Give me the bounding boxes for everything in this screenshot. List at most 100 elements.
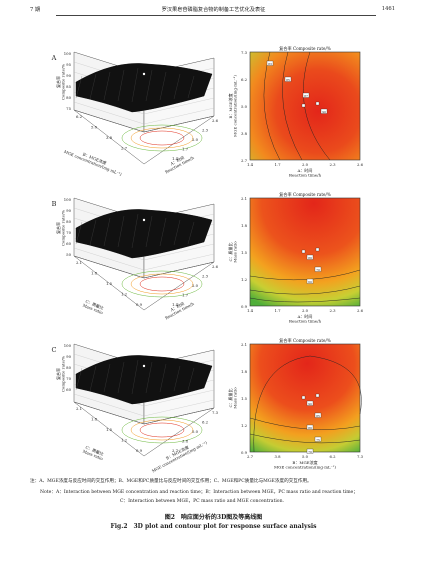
floor-contour	[121, 124, 203, 152]
surface-x-label: B：MGE浓度MGE concentration/(mg·mL⁻¹)	[148, 435, 208, 474]
contour-y-tick: 1.5	[241, 396, 248, 401]
contour-x-label: A：时间 Reaction time/h	[289, 167, 322, 178]
surface-z-tick: 95	[66, 62, 71, 67]
contour-line	[282, 51, 303, 161]
contour-y-tick: 1.2	[241, 277, 248, 282]
wall-grid	[143, 389, 215, 407]
surface-x-tick: 3.8	[182, 439, 189, 444]
contour-x-tick: 1.4	[247, 162, 254, 167]
surface-x-tick: 2.0	[192, 283, 199, 288]
surface-mesh-line	[117, 361, 125, 394]
contour-line	[253, 355, 362, 453]
surface-x-tick: 1.4	[172, 302, 179, 307]
surface-mesh-line	[145, 361, 153, 394]
contour-x-tick: 3.8	[274, 454, 281, 459]
note-zh: 注：A、MGE浓度与反应时间的交互作用；B、MGE和PC质量比与反应时间的交互作…	[30, 479, 312, 484]
contour-y-tick: 6.2	[241, 77, 248, 82]
surface-mesh-line	[131, 213, 139, 249]
surface-mesh-line	[173, 219, 181, 246]
surface-mesh-line	[187, 367, 195, 391]
figure-caption-zh: 图2 响应面分析的3D图及等高线图	[164, 514, 263, 521]
page-number: 1461	[381, 6, 395, 12]
surface-mesh-line	[89, 73, 97, 100]
contour-y-tick: 1.5	[241, 250, 248, 255]
surface-y-tick: 1.8	[91, 417, 98, 422]
contour-title: 复合率 Composite rate/%	[279, 191, 331, 198]
surface-y-label: C：质量比Mass ratio	[82, 297, 106, 315]
contour-level-box	[320, 108, 328, 114]
note-en-2: C：Interaction between MGE，PC mass ratio …	[120, 499, 284, 504]
response-surface	[75, 209, 213, 259]
surface-x-label: A：时间Reaction time/h	[161, 296, 195, 321]
surface-z-tick: 90	[66, 354, 71, 359]
surface-point	[142, 72, 146, 76]
contour-line	[303, 51, 331, 161]
surface-x-tick: 1.7	[182, 293, 189, 298]
response-surface	[75, 63, 213, 113]
surface-z-tick: 80	[66, 219, 71, 224]
design-point	[301, 103, 306, 108]
response-surface	[75, 355, 213, 405]
surface-x-tick: 2.6	[212, 118, 219, 123]
floor-contour	[139, 422, 185, 438]
contour-x-label: B：MGE浓度 MGE concentration/(mg·mL⁻¹)	[274, 459, 336, 470]
surface-z-tick: 50	[66, 252, 71, 257]
contour-title: 复合率 Composite rate/%	[279, 45, 331, 52]
design-point	[315, 393, 320, 398]
surface-mesh-line	[89, 365, 97, 392]
panel-letter-B: B	[52, 200, 57, 208]
surface-x-tick: 1.7	[182, 147, 189, 152]
surface-mesh-line	[75, 221, 83, 245]
figure-caption-en: Fig.2 3D plot and contour plot for respo…	[110, 523, 317, 530]
surface-x-tick: 2.3	[202, 128, 209, 133]
journal-running-title: 罗汉果皂苷磷脂复合物的制备工艺优化及表征	[161, 7, 266, 13]
contour-level-label: 90	[322, 110, 326, 114]
surface-z-tick: 85	[66, 84, 71, 89]
surface-mesh-line	[145, 215, 153, 248]
contour-x-tick: 2.6	[357, 162, 364, 167]
note-en-1: Note：A：Interaction between MGE concentra…	[40, 490, 358, 495]
header-rule	[56, 15, 376, 16]
contour-y-tick: 2.1	[241, 196, 247, 201]
surface-z-label: 复合率Composite rate/%	[55, 210, 66, 246]
contour-level-label: 70	[308, 450, 312, 454]
surface-z-tick: 90	[66, 73, 71, 78]
contour-y-tick: 0.9	[241, 304, 248, 309]
contour-y-tick: 2.1	[241, 342, 247, 347]
surface-z-tick: 80	[66, 95, 71, 100]
surface-mesh-line	[173, 365, 181, 392]
surface-z-tick: 80	[66, 365, 71, 370]
surface-z-tick: 75	[66, 106, 71, 111]
surface-mesh-line	[117, 215, 125, 248]
design-point	[315, 247, 320, 252]
surface-y-tick: 5.0	[91, 125, 98, 130]
surface-z-tick: 100	[64, 51, 72, 56]
contour-level-label: 87	[304, 94, 308, 98]
surface-y-label: C：质量比Mass ratio	[82, 443, 106, 461]
design-point	[301, 249, 306, 254]
floor-contour	[139, 276, 185, 292]
surface-point	[142, 364, 146, 368]
contour-level-label: 83	[268, 62, 272, 66]
journal-issue: 7 期	[30, 7, 41, 13]
contour-line	[249, 433, 361, 444]
surface-y-tick: 6.2	[76, 114, 83, 119]
wall-grid	[143, 107, 215, 125]
contour-line	[249, 297, 361, 303]
surface-x-tick: 2.6	[212, 264, 219, 269]
contour-y-label: C：质量比Mass ratio	[227, 241, 238, 263]
wall-grid	[143, 253, 215, 271]
contour-level-box	[306, 254, 314, 260]
contour-x-tick: 2.7	[247, 454, 254, 459]
contour-x-tick: 2.0	[302, 308, 309, 313]
contour-line	[249, 285, 361, 295]
surface-x-tick: 2.7	[172, 448, 179, 453]
contour-y-tick: 7.3	[241, 50, 248, 55]
surface-mesh-line	[103, 217, 111, 247]
surface-mesh-line	[103, 363, 111, 393]
contour-x-tick: 1.7	[274, 162, 281, 167]
contour-x-tick: 5.0	[302, 454, 309, 459]
surface-mesh-line	[89, 219, 97, 246]
